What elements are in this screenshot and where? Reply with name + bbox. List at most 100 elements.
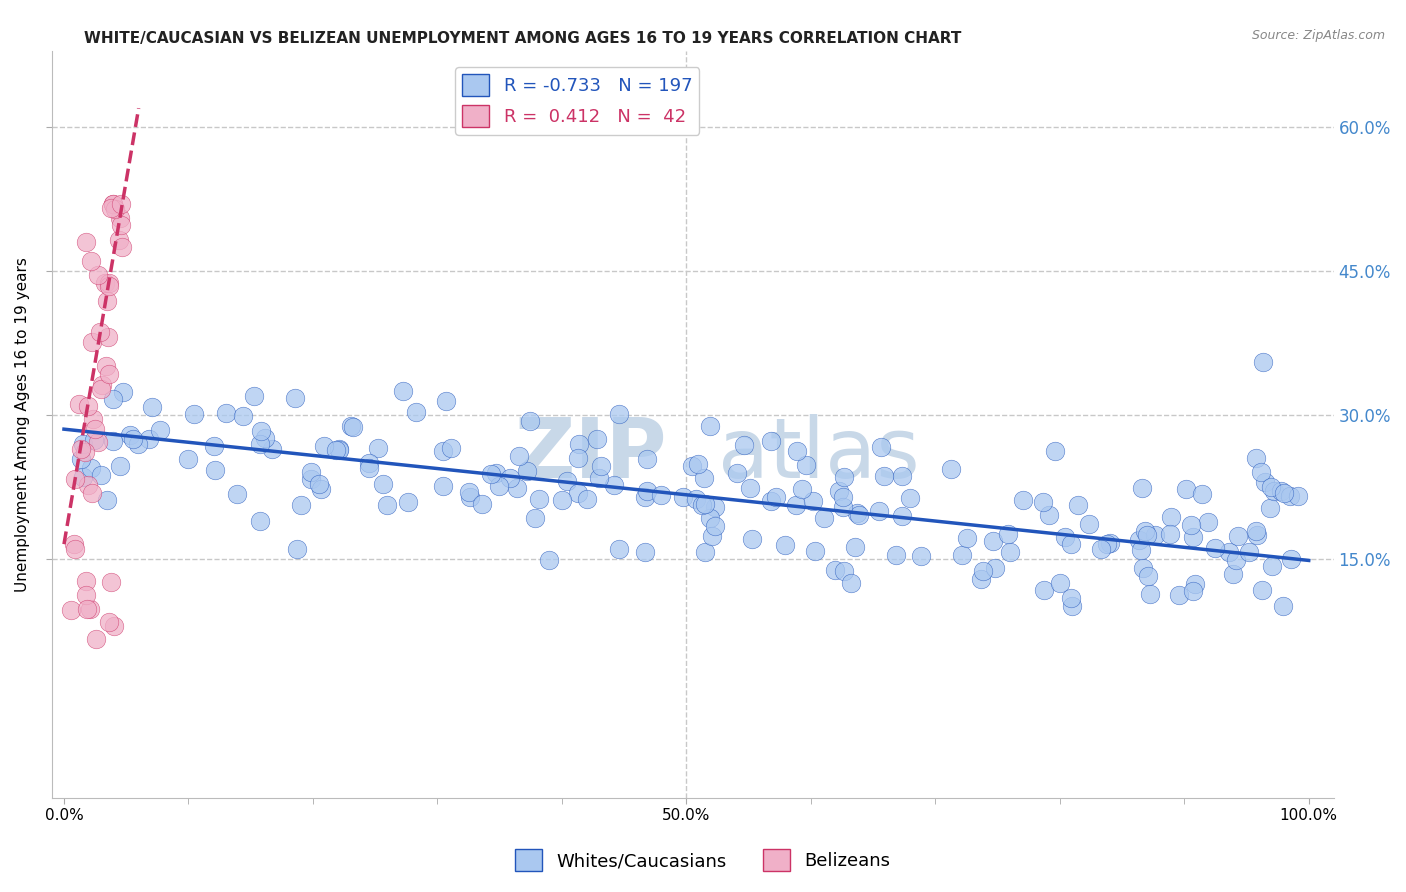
- Point: [873, 468, 896, 483]
- Point: [103, 197, 125, 211]
- Point: [702, 528, 724, 542]
- Point: [1078, 517, 1101, 532]
- Point: [1180, 517, 1202, 532]
- Point: [62, 537, 84, 551]
- Point: [98, 368, 121, 382]
- Point: [609, 542, 631, 557]
- Point: [832, 564, 855, 578]
- Point: [681, 458, 703, 473]
- Point: [1263, 484, 1285, 499]
- Point: [439, 442, 461, 456]
- Point: [741, 532, 763, 546]
- Point: [725, 466, 748, 480]
- Point: [127, 437, 149, 451]
- Point: [392, 384, 415, 399]
- Point: [202, 439, 225, 453]
- Point: [1130, 543, 1153, 558]
- Point: [703, 519, 725, 533]
- Point: [1090, 542, 1112, 557]
- Point: [284, 391, 307, 405]
- Point: [1204, 541, 1226, 555]
- Point: [832, 500, 855, 515]
- Point: [70, 442, 93, 456]
- Point: [813, 511, 835, 525]
- Point: [458, 485, 481, 500]
- Point: [786, 444, 808, 458]
- Point: [671, 490, 693, 504]
- Point: [972, 565, 994, 579]
- Point: [367, 441, 389, 455]
- Point: [733, 438, 755, 452]
- Point: [650, 488, 672, 502]
- Point: [60, 603, 83, 617]
- Point: [325, 443, 347, 458]
- Point: [138, 432, 160, 446]
- Point: [63, 472, 86, 486]
- Point: [910, 549, 932, 563]
- Point: [801, 493, 824, 508]
- Point: [693, 545, 716, 559]
- Point: [1132, 561, 1154, 575]
- Legend: R = -0.733   N = 197, R =  0.412   N =  42: R = -0.733 N = 197, R = 0.412 N = 42: [456, 67, 700, 135]
- Point: [589, 458, 612, 473]
- Point: [1250, 465, 1272, 479]
- Legend: Whites/Caucasians, Belizeans: Whites/Caucasians, Belizeans: [508, 842, 898, 879]
- Point: [405, 405, 427, 419]
- Point: [634, 545, 657, 559]
- Point: [432, 478, 454, 492]
- Point: [1011, 493, 1033, 508]
- Point: [529, 491, 551, 506]
- Point: [141, 401, 163, 415]
- Text: WHITE/CAUCASIAN VS BELIZEAN UNEMPLOYMENT AMONG AGES 16 TO 19 YEARS CORRELATION C: WHITE/CAUCASIAN VS BELIZEAN UNEMPLOYMENT…: [84, 31, 962, 46]
- Point: [103, 392, 125, 407]
- Point: [900, 491, 922, 506]
- Point: [839, 576, 862, 591]
- Point: [1225, 553, 1247, 567]
- Point: [253, 431, 276, 445]
- Point: [79, 602, 101, 616]
- Point: [1184, 577, 1206, 591]
- Point: [432, 443, 454, 458]
- Point: [249, 437, 271, 451]
- Point: [1279, 489, 1302, 503]
- Point: [357, 456, 380, 470]
- Point: [1160, 510, 1182, 524]
- Point: [499, 471, 522, 485]
- Point: [831, 490, 853, 504]
- Point: [1246, 450, 1268, 465]
- Point: [890, 508, 912, 523]
- Point: [834, 469, 856, 483]
- Point: [96, 294, 118, 309]
- Point: [688, 457, 710, 471]
- Point: [773, 539, 796, 553]
- Point: [328, 443, 350, 458]
- Point: [479, 467, 502, 482]
- Point: [844, 540, 866, 554]
- Point: [557, 474, 579, 488]
- Point: [396, 494, 419, 508]
- Point: [67, 397, 90, 411]
- Point: [1060, 591, 1083, 605]
- Point: [434, 394, 457, 409]
- Point: [869, 440, 891, 454]
- Point: [538, 553, 561, 567]
- Point: [485, 466, 508, 480]
- Point: [1250, 582, 1272, 597]
- Point: [75, 589, 97, 603]
- Point: [97, 615, 120, 630]
- Point: [519, 414, 541, 428]
- Point: [108, 232, 131, 246]
- Point: [845, 506, 868, 520]
- Point: [93, 276, 115, 290]
- Point: [824, 563, 846, 577]
- Text: ZIP: ZIP: [515, 414, 666, 495]
- Point: [87, 435, 110, 450]
- Point: [1272, 486, 1295, 500]
- Point: [506, 481, 529, 495]
- Point: [215, 406, 238, 420]
- Point: [260, 442, 283, 457]
- Point: [1062, 599, 1084, 614]
- Point: [576, 491, 599, 506]
- Point: [357, 460, 380, 475]
- Point: [249, 515, 271, 529]
